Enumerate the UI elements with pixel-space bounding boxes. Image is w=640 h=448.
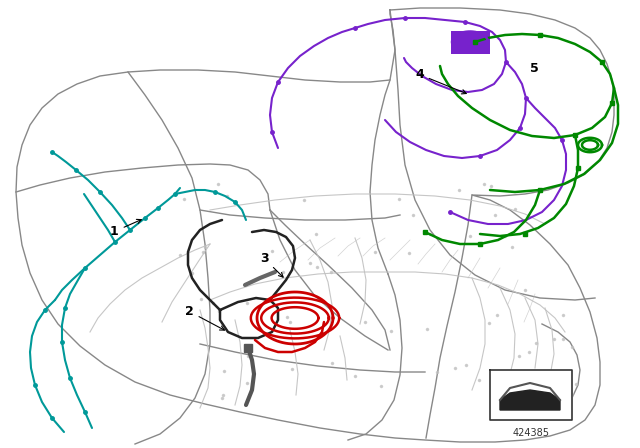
Text: 2: 2: [185, 305, 225, 330]
Text: 1: 1: [110, 220, 141, 238]
Text: 424385: 424385: [513, 428, 550, 438]
Polygon shape: [490, 370, 572, 420]
Text: 5: 5: [530, 61, 539, 74]
Text: 3: 3: [260, 252, 283, 277]
Text: 4: 4: [415, 68, 467, 94]
Polygon shape: [500, 390, 560, 410]
Polygon shape: [16, 8, 614, 442]
